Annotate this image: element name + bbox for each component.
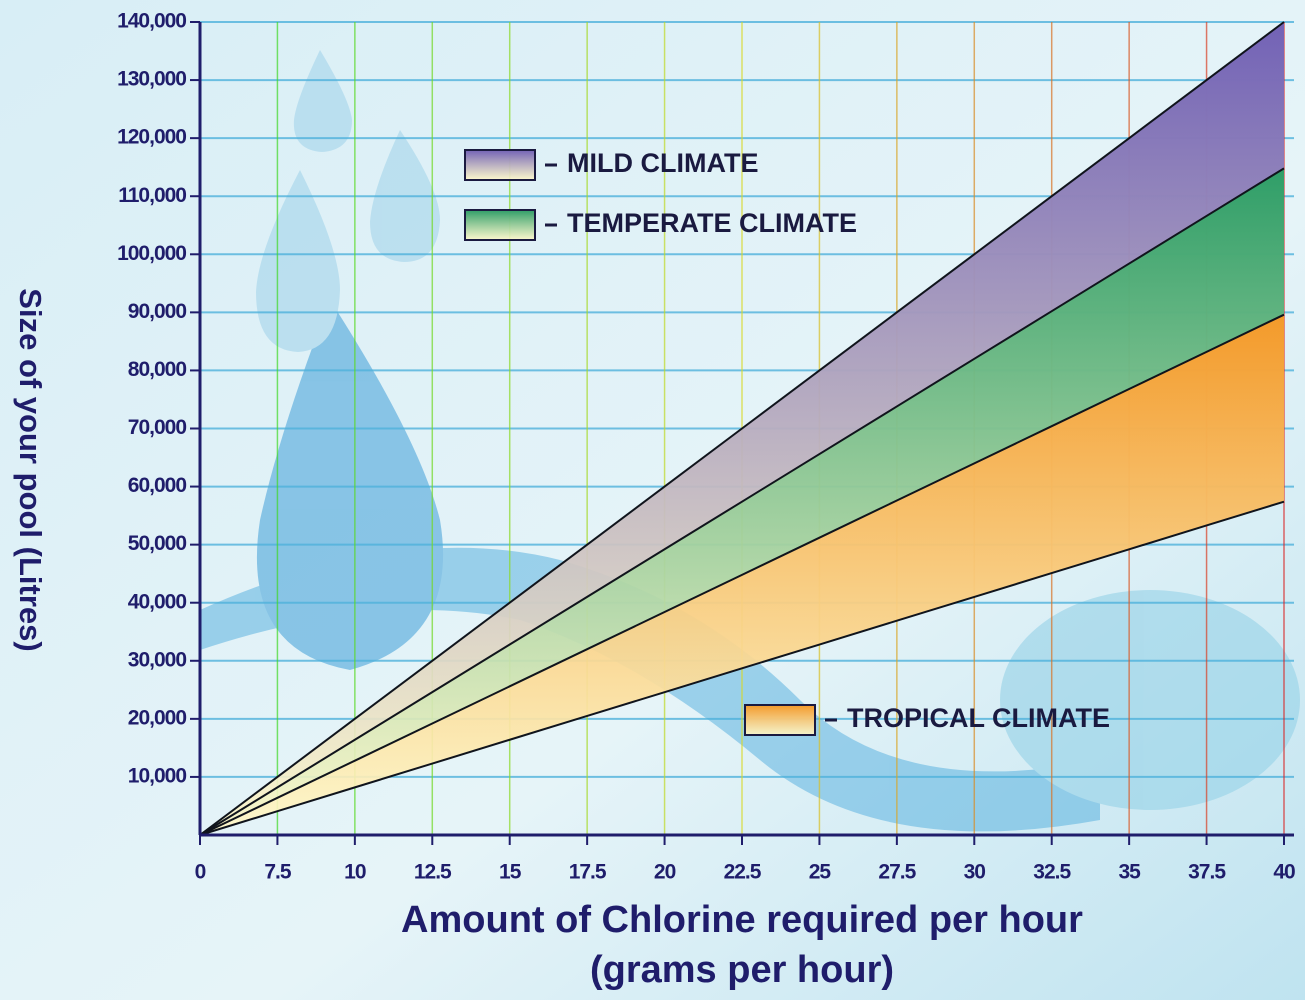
x-tick-label: 12.5 xyxy=(414,861,452,884)
y-tick-label: 110,000 xyxy=(118,184,186,207)
x-tick-label: 40 xyxy=(1273,861,1295,884)
x-tick-label: 25 xyxy=(809,861,832,884)
y-tick-label: 90,000 xyxy=(128,300,187,323)
y-tick-label: 130,000 xyxy=(117,68,186,91)
y-tick-label: 100,000 xyxy=(117,242,186,265)
boundary-line xyxy=(199,500,1285,836)
decoration xyxy=(200,50,1300,832)
boundary-line xyxy=(199,167,1285,836)
y-tick-label: 80,000 xyxy=(128,358,187,381)
y-tick-label: 30,000 xyxy=(128,648,187,671)
x-tick-label: 15 xyxy=(499,861,522,884)
x-axis-label: Amount of Chlorine required per hour xyxy=(401,899,1083,941)
legend-label: MILD CLIMATE xyxy=(567,148,758,178)
x-tick-label: 7.5 xyxy=(264,861,292,884)
y-tick-label: 140,000 xyxy=(117,10,186,33)
x-tick-label: 10 xyxy=(344,861,366,884)
legend-swatch xyxy=(464,149,536,181)
legend-label: TROPICAL CLIMATE xyxy=(847,703,1110,733)
y-tick-label: 70,000 xyxy=(128,416,187,439)
x-axis-sublabel: (grams per hour) xyxy=(590,949,894,991)
x-tick-label: 27.5 xyxy=(878,861,916,884)
x-tick-label: 37.5 xyxy=(1188,861,1226,884)
y-tick-label: 40,000 xyxy=(128,590,187,613)
x-tick-label: 22.5 xyxy=(724,861,762,884)
x-tick-label: 20 xyxy=(654,861,676,884)
y-tick-label: 20,000 xyxy=(128,706,187,729)
boundary-line xyxy=(199,21,1285,836)
legend-swatch xyxy=(744,704,816,736)
legend-swatch xyxy=(464,209,536,241)
y-tick-label: 60,000 xyxy=(128,474,187,497)
y-tick-label: 10,000 xyxy=(128,764,187,787)
x-tick-label: 0 xyxy=(195,861,206,884)
x-tick-label: 35 xyxy=(1118,861,1141,884)
boundary-line xyxy=(199,313,1285,836)
y-tick-label: 50,000 xyxy=(128,532,187,555)
y-tick-label: 120,000 xyxy=(117,126,186,149)
x-tick-label: 30 xyxy=(964,861,986,884)
legend-label: TEMPERATE CLIMATE xyxy=(567,208,857,238)
y-axis-label: Size of your pool (Litres) xyxy=(13,288,48,651)
x-tick-label: 32.5 xyxy=(1033,861,1071,884)
x-tick-label: 17.5 xyxy=(569,861,607,884)
